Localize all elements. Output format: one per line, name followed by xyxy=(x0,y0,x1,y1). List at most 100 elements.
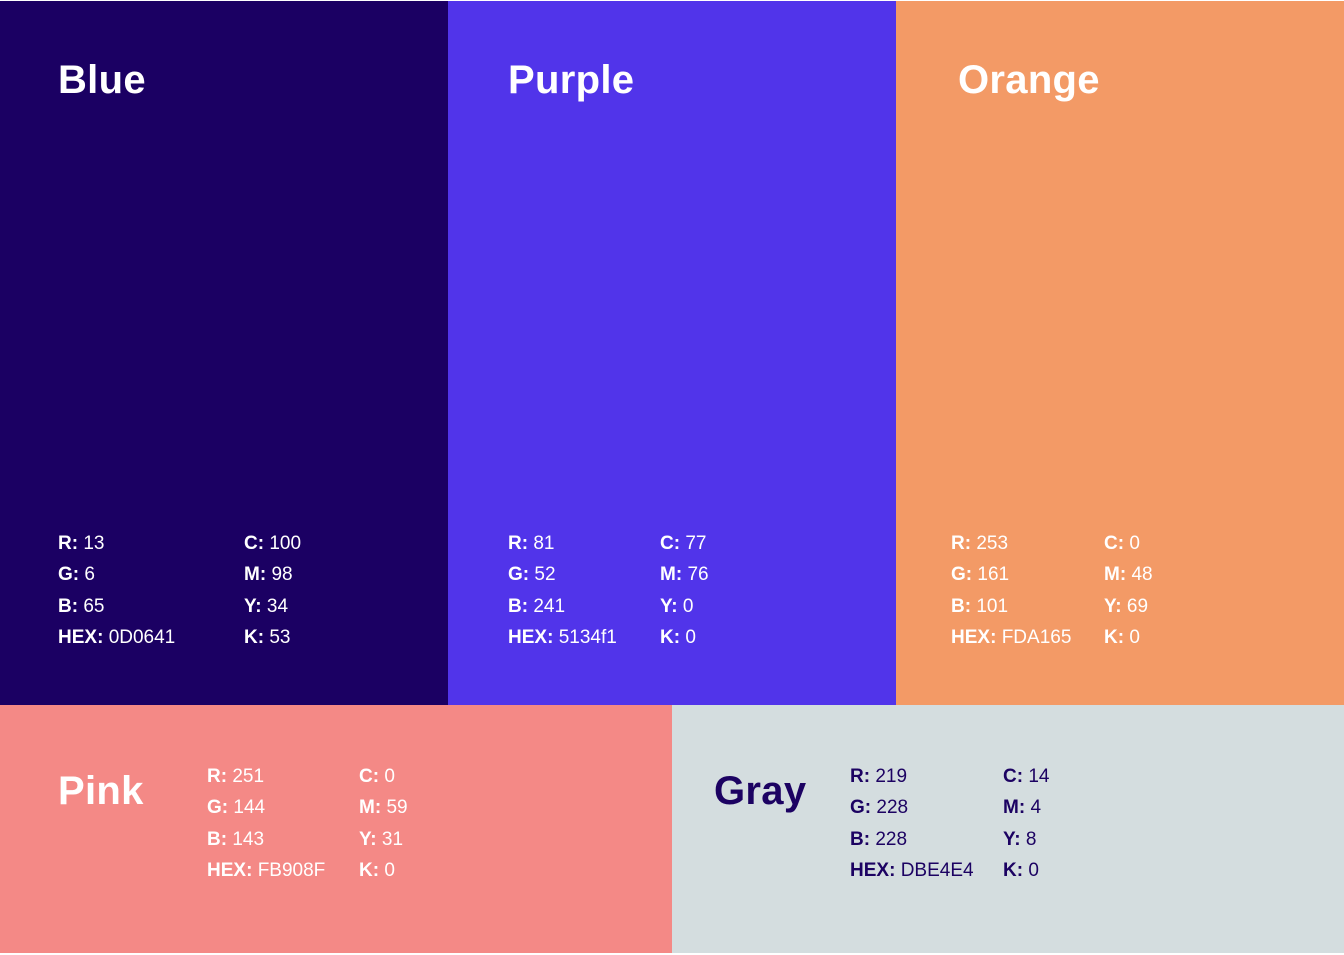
hex-label: HEX: xyxy=(850,859,896,881)
m-value: 48 xyxy=(1131,564,1153,586)
y-value: 0 xyxy=(682,595,694,617)
c-label: C: xyxy=(1104,533,1125,554)
cmyk-values: C: 0 M: 59 Y: 31 K: 0 xyxy=(359,761,408,886)
k-value-row: K: 0 xyxy=(1003,855,1049,886)
g-value: 144 xyxy=(233,797,266,819)
swatch-name: Blue xyxy=(58,58,146,102)
y-label: Y: xyxy=(660,595,678,617)
y-label: Y: xyxy=(1003,828,1021,850)
b-value-row: B: 65 xyxy=(58,591,175,622)
hex-label: HEX: xyxy=(207,859,253,881)
cmyk-values: C: 77 M: 76 Y: 0 K: 0 xyxy=(660,528,709,653)
hex-value-row: HEX: 5134f1 xyxy=(508,622,617,653)
b-label: B: xyxy=(508,595,529,617)
swatch-name: Pink xyxy=(58,769,144,813)
g-value-row: G: 144 xyxy=(207,792,325,823)
b-value: 228 xyxy=(875,828,908,850)
cmyk-values: C: 0 M: 48 Y: 69 K: 0 xyxy=(1104,528,1153,653)
c-value: 0 xyxy=(384,766,395,787)
b-value-row: B: 143 xyxy=(207,824,325,855)
g-value: 228 xyxy=(876,797,909,819)
m-label: M: xyxy=(244,564,267,586)
m-value: 59 xyxy=(386,797,408,819)
k-value: 0 xyxy=(384,859,395,881)
k-label: K: xyxy=(244,626,265,648)
r-label: R: xyxy=(951,533,972,554)
b-value-row: B: 228 xyxy=(850,824,974,855)
swatch-name: Gray xyxy=(714,769,807,813)
g-label: G: xyxy=(951,564,973,586)
g-label: G: xyxy=(508,564,530,586)
g-value: 6 xyxy=(84,564,95,586)
r-value: 219 xyxy=(875,766,908,787)
r-value-row: R: 253 xyxy=(951,528,1071,559)
r-value-row: R: 13 xyxy=(58,528,175,559)
k-value: 0 xyxy=(1028,859,1039,881)
r-label: R: xyxy=(58,533,79,554)
hex-label: HEX: xyxy=(508,626,554,648)
c-value: 0 xyxy=(1129,533,1140,554)
r-value: 251 xyxy=(232,766,265,787)
b-value-row: B: 101 xyxy=(951,591,1071,622)
rgb-values: R: 219 G: 228 B: 228 HEX: DBE4E4 xyxy=(850,761,974,886)
g-label: G: xyxy=(207,797,229,819)
hex-label: HEX: xyxy=(951,626,997,648)
y-value: 34 xyxy=(266,595,289,617)
hex-label: HEX: xyxy=(58,626,104,648)
m-label: M: xyxy=(1003,797,1026,819)
y-value: 8 xyxy=(1025,828,1037,850)
hex-value: FB908F xyxy=(257,859,326,881)
k-value-row: K: 53 xyxy=(244,622,301,653)
k-label: K: xyxy=(1003,859,1024,881)
g-value-row: G: 161 xyxy=(951,559,1071,590)
hex-value-row: HEX: 0D0641 xyxy=(58,622,175,653)
y-value-row: Y: 34 xyxy=(244,591,301,622)
k-label: K: xyxy=(660,626,681,648)
c-value: 14 xyxy=(1028,766,1050,787)
hex-value: 0D0641 xyxy=(108,626,176,648)
hex-value-row: HEX: FB908F xyxy=(207,855,325,886)
y-value: 69 xyxy=(1126,595,1149,617)
c-value-row: C: 0 xyxy=(1104,528,1153,559)
r-value-row: R: 219 xyxy=(850,761,974,792)
r-value: 81 xyxy=(533,533,555,554)
m-label: M: xyxy=(660,564,683,586)
b-value: 65 xyxy=(83,595,105,617)
b-label: B: xyxy=(951,595,972,617)
y-value-row: Y: 31 xyxy=(359,824,408,855)
k-value: 0 xyxy=(685,626,696,648)
rgb-values: R: 81 G: 52 B: 241 HEX: 5134f1 xyxy=(508,528,617,653)
k-label: K: xyxy=(1104,626,1125,648)
m-label: M: xyxy=(1104,564,1127,586)
y-value-row: Y: 69 xyxy=(1104,591,1153,622)
swatch-orange: Orange R: 253 G: 161 B: 101 HEX: FDA165 … xyxy=(896,1,1344,705)
b-label: B: xyxy=(58,595,79,617)
hex-value-row: HEX: FDA165 xyxy=(951,622,1071,653)
y-label: Y: xyxy=(359,828,377,850)
g-value-row: G: 6 xyxy=(58,559,175,590)
cmyk-values: C: 14 M: 4 Y: 8 K: 0 xyxy=(1003,761,1049,886)
c-label: C: xyxy=(359,766,380,787)
g-label: G: xyxy=(58,564,80,586)
y-label: Y: xyxy=(244,595,262,617)
b-value: 241 xyxy=(533,595,566,617)
swatch-name: Orange xyxy=(958,58,1100,102)
g-value-row: G: 52 xyxy=(508,559,617,590)
r-value: 13 xyxy=(83,533,105,554)
cmyk-values: C: 100 M: 98 Y: 34 K: 53 xyxy=(244,528,301,653)
r-label: R: xyxy=(508,533,529,554)
hex-value: FDA165 xyxy=(1001,626,1072,648)
b-label: B: xyxy=(850,828,871,850)
r-value: 253 xyxy=(976,533,1009,554)
k-label: K: xyxy=(359,859,380,881)
r-value-row: R: 81 xyxy=(508,528,617,559)
hex-value: 5134f1 xyxy=(558,626,617,648)
swatch-gray: Gray R: 219 G: 228 B: 228 HEX: DBE4E4 C:… xyxy=(672,705,1344,953)
m-value: 76 xyxy=(687,564,709,586)
hex-value-row: HEX: DBE4E4 xyxy=(850,855,974,886)
swatch-purple: Purple R: 81 G: 52 B: 241 HEX: 5134f1 C:… xyxy=(448,1,896,705)
m-value: 98 xyxy=(271,564,293,586)
m-label: M: xyxy=(359,797,382,819)
r-label: R: xyxy=(207,766,228,787)
